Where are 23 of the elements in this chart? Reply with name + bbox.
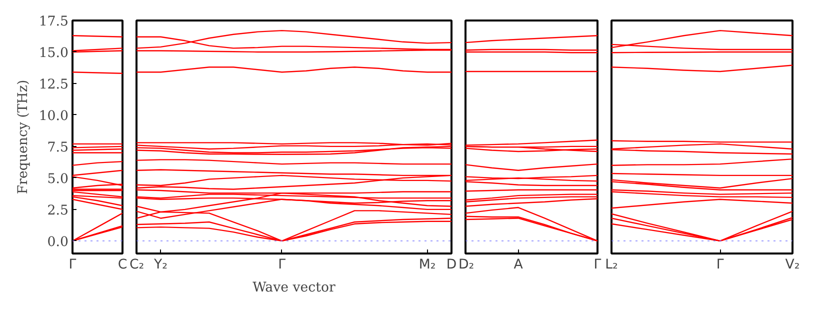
y-axis-title: Frequency (THz) bbox=[16, 80, 31, 194]
y-tick-label: 7.5 bbox=[47, 140, 69, 156]
x-tick-label: V₂ bbox=[785, 258, 800, 272]
x-tick-label: Γ bbox=[716, 258, 724, 272]
x-tick-label: C₂ bbox=[130, 258, 144, 272]
y-tick-label: 0.0 bbox=[47, 234, 69, 250]
x-tick-label: Γ bbox=[278, 258, 286, 272]
y-tick-label: 17.5 bbox=[38, 14, 69, 30]
y-tick-label: 10.0 bbox=[38, 108, 69, 124]
x-tick-label: C bbox=[118, 258, 128, 272]
y-tick-label: 2.5 bbox=[47, 203, 69, 218]
x-tick-label: D₂ bbox=[458, 258, 474, 272]
x-tick-label: D bbox=[446, 258, 457, 272]
y-tick-label: 12.5 bbox=[38, 77, 69, 92]
x-tick-label: A bbox=[514, 258, 523, 272]
y-tick-label: 15.0 bbox=[38, 46, 69, 61]
x-axis-title: Wave vector bbox=[252, 280, 336, 296]
x-tick-label: M₂ bbox=[418, 258, 436, 272]
x-tick-label: Γ bbox=[594, 258, 602, 272]
x-tick-label: Y₂ bbox=[152, 258, 168, 272]
x-tick-label: Γ bbox=[68, 258, 77, 272]
y-tick-label: 5.0 bbox=[47, 172, 69, 187]
x-tick-label: L₂ bbox=[605, 258, 618, 272]
